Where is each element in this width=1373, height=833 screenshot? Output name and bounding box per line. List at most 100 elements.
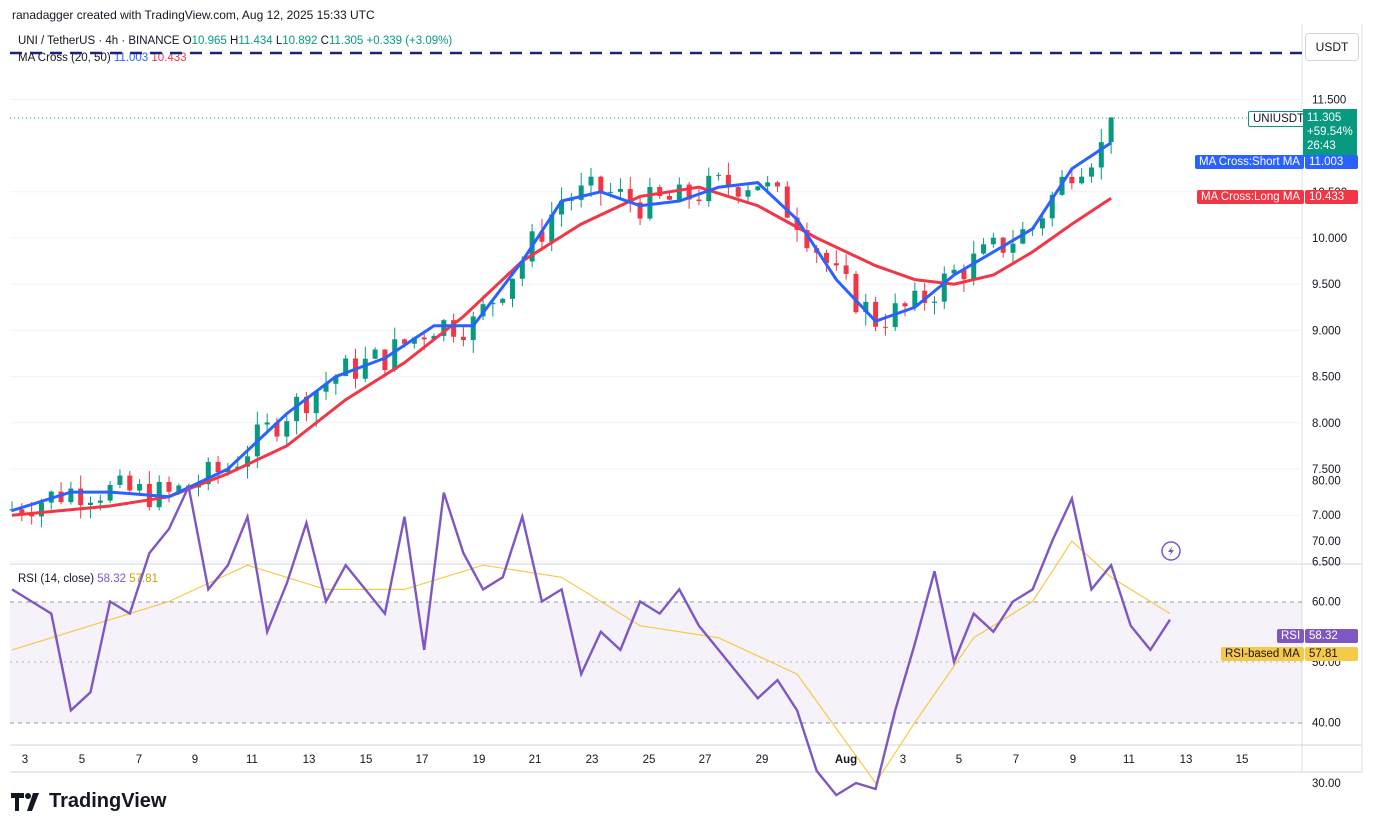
candle-body	[411, 337, 417, 344]
candle-body	[274, 422, 280, 437]
candle-body	[519, 261, 525, 279]
candle-body	[941, 273, 947, 302]
candle-body	[961, 269, 967, 280]
candle-body	[372, 349, 378, 359]
rsi-tick-label: 60.00	[1312, 597, 1341, 609]
candle-body	[863, 301, 869, 313]
time-tick-label: 29	[756, 754, 769, 766]
candle-body	[127, 475, 133, 491]
candle-body	[9, 509, 15, 511]
high-value: 11.434	[238, 35, 273, 47]
tradingview-logo[interactable]: TradingView	[11, 790, 166, 813]
candle-body	[78, 488, 84, 506]
candle-body	[696, 199, 702, 202]
candle-body	[882, 326, 888, 328]
candle-body	[873, 301, 879, 327]
candle-body	[402, 339, 408, 344]
candle-body	[245, 456, 251, 467]
rsi-legend[interactable]: RSI (14, close) 58.32 57.81	[18, 573, 158, 585]
close-label: C	[320, 35, 329, 47]
candle-body	[735, 187, 741, 197]
candle-body	[725, 174, 731, 188]
low-label: L	[275, 35, 283, 47]
rsi-tick-label: 70.00	[1312, 536, 1341, 548]
symbol-legend[interactable]: UNI / TetherUS · 4h · BINANCE O10.965 H1…	[18, 35, 452, 47]
alert-lightning-icon	[1161, 541, 1181, 561]
candle-body	[716, 174, 722, 176]
close-value: 11.305	[328, 35, 364, 47]
candle-body	[912, 290, 918, 307]
candle-body	[676, 184, 682, 200]
ma-long-value: 10.433	[151, 52, 187, 64]
short-ma-line	[11, 141, 1112, 513]
price-tag-countdown: 26:43	[1307, 140, 1336, 152]
candle-body	[1098, 142, 1104, 168]
candle-body	[215, 461, 221, 473]
price-tick-label: 6.500	[1312, 556, 1341, 568]
candle-body	[774, 182, 780, 187]
candle-body	[284, 421, 290, 437]
candle-body	[1010, 243, 1016, 253]
candle-body	[303, 396, 309, 414]
price-tick-label: 7.000	[1312, 510, 1341, 522]
candle-body	[421, 337, 427, 340]
ma-indicator-name[interactable]: MA Cross (20, 50)	[18, 52, 111, 64]
symbol-name[interactable]: UNI / TetherUS · 4h · BINANCE	[18, 35, 180, 47]
candle-body	[1108, 117, 1114, 143]
candle-body	[804, 229, 810, 249]
open-value: 10.965	[191, 35, 227, 47]
ma-short-value: 11.003	[113, 52, 149, 64]
candle-body	[1020, 229, 1026, 244]
time-tick-label: 3	[900, 754, 906, 766]
candle-body	[549, 214, 555, 242]
candle-body	[951, 269, 957, 274]
candle-body	[608, 191, 614, 193]
time-tick-label: 17	[416, 754, 429, 766]
candle-body	[451, 320, 457, 337]
candle-body	[431, 335, 437, 340]
candle-body	[1088, 167, 1094, 177]
time-tick-label: 11	[246, 754, 258, 766]
price-tick-label: 10.000	[1312, 233, 1347, 245]
ma-legend[interactable]: MA Cross (20, 50) 11.003 10.433	[18, 52, 187, 64]
candle-body	[156, 481, 162, 508]
candle-body	[58, 491, 64, 503]
long-ma-label-tag: MA Cross:Long MA	[1197, 190, 1305, 204]
candle-body	[824, 252, 830, 264]
candle-body	[706, 175, 712, 202]
price-tick-label: 8.500	[1312, 372, 1341, 384]
candle-body	[460, 336, 466, 341]
candle-body	[617, 189, 623, 192]
tradingview-logo-icon	[11, 792, 39, 811]
rsi-indicator-name[interactable]: RSI (14, close)	[18, 573, 95, 585]
candle-body	[892, 303, 898, 328]
rsi-line	[11, 482, 1172, 797]
currency-selector[interactable]: USDT	[1305, 33, 1359, 61]
price-tag-value: 11.305	[1307, 112, 1342, 124]
candle-body	[352, 358, 358, 379]
price-tick-label: 7.500	[1312, 464, 1341, 476]
time-tick-label: 25	[643, 754, 656, 766]
time-tick-label: 3	[22, 754, 28, 766]
long-ma-value-tag: 10.433	[1305, 190, 1358, 204]
time-tick-label: 23	[586, 754, 599, 766]
candle-body	[146, 483, 152, 508]
candle-body	[784, 186, 790, 218]
price-tick-label: 9.000	[1312, 325, 1341, 337]
candle-body	[843, 265, 849, 274]
candle-body	[392, 339, 398, 371]
candle-body	[1039, 218, 1045, 229]
tradingview-brand: TradingView	[49, 790, 167, 812]
candle-body	[922, 290, 928, 303]
candle-body	[490, 302, 496, 305]
candle-body	[137, 483, 143, 491]
candle-body	[470, 316, 476, 341]
candle-body	[981, 244, 987, 254]
long-ma-line	[11, 185, 1112, 517]
short-ma-value-tag: 11.003	[1305, 155, 1358, 169]
candle-body	[254, 424, 260, 457]
candle-body	[971, 253, 977, 280]
candle-body	[1000, 237, 1006, 253]
candle-body	[323, 383, 329, 392]
